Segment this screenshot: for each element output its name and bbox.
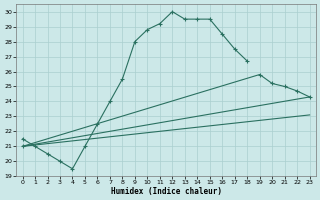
X-axis label: Humidex (Indice chaleur): Humidex (Indice chaleur) bbox=[111, 187, 221, 196]
